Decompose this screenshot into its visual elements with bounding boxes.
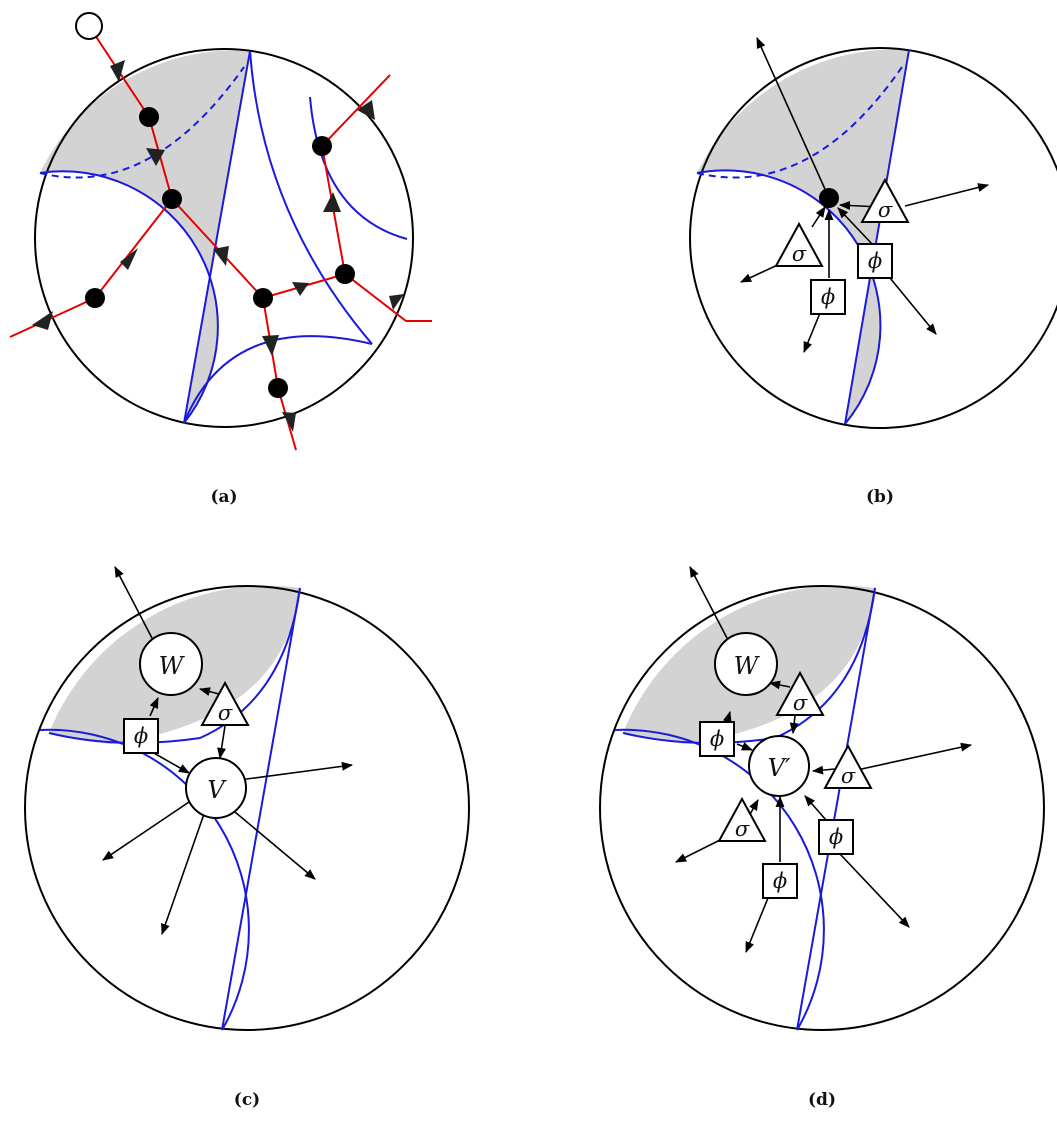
W-node: W [139, 632, 203, 696]
geodesic [309, 96, 408, 240]
W-node: W [714, 632, 778, 696]
geodesic [614, 728, 825, 1031]
geodesic [249, 50, 373, 345]
geodesic-dashed [39, 66, 245, 179]
geodesic-dashed [696, 66, 903, 179]
svg-text:ϕ: ϕ [134, 724, 148, 748]
svg-text:σ: σ [793, 691, 808, 715]
svg-text:σ: σ [841, 764, 856, 788]
svg-text:ϕ: ϕ [773, 869, 787, 893]
svg-text:σ: σ [218, 701, 233, 725]
phi-node: ϕ [810, 279, 846, 315]
sigma-node: σ [200, 680, 250, 726]
svg-text:ϕ: ϕ [829, 825, 843, 849]
phi-node: ϕ [699, 721, 735, 757]
svg-text:W: W [159, 652, 186, 680]
svg-text:V′: V′ [768, 754, 791, 782]
V-node: V [185, 757, 247, 819]
geodesic [39, 170, 219, 424]
boundary-circle [689, 47, 1057, 429]
geodesic [39, 728, 250, 1031]
svg-text:σ: σ [878, 198, 893, 222]
panel-b: σ σ ϕ ϕ [689, 36, 1057, 429]
sigma-node: σ [774, 221, 824, 267]
svg-text:σ: σ [792, 242, 807, 266]
edge-arrows [32, 60, 404, 432]
boundary-circle [34, 48, 414, 428]
svg-text:σ: σ [735, 817, 750, 841]
panel-c: W V σ ϕ [24, 566, 470, 1031]
V-prime-node: V′ [748, 735, 810, 797]
svg-text:ϕ: ϕ [868, 249, 882, 273]
geodesic [183, 335, 373, 424]
sigma-node: σ [860, 177, 910, 223]
vertex [819, 188, 839, 208]
panel-d: W V′ σ σ σ ϕ ϕ ϕ [599, 566, 1045, 1031]
shaded-region [40, 50, 250, 424]
boundary-circle [599, 585, 1045, 1031]
phi-node: ϕ [762, 863, 798, 899]
panel-a [9, 12, 432, 451]
svg-text:W: W [734, 652, 761, 680]
geodesic [183, 50, 251, 424]
sigma-node: σ [823, 743, 873, 789]
svg-text:ϕ: ϕ [821, 285, 835, 309]
geodesic [796, 587, 876, 1031]
phi-node: ϕ [857, 243, 893, 279]
caption-b: (b) [866, 487, 894, 507]
geodesic [844, 49, 910, 425]
tree-vertices [85, 107, 355, 398]
sigma-node: σ [775, 670, 825, 716]
shaded-region [697, 49, 909, 425]
caption-c: (c) [233, 1090, 261, 1110]
open-vertex [75, 12, 103, 40]
phi-node: ϕ [818, 819, 854, 855]
phi-node: ϕ [123, 718, 159, 754]
svg-text:V: V [207, 776, 227, 804]
caption-a: (a) [210, 487, 238, 507]
geodesic [48, 587, 301, 744]
caption-d: (d) [808, 1090, 836, 1110]
svg-text:ϕ: ϕ [710, 727, 724, 751]
sigma-node: σ [717, 796, 767, 842]
geodesic [221, 587, 301, 1031]
boundary-circle [24, 585, 470, 1031]
